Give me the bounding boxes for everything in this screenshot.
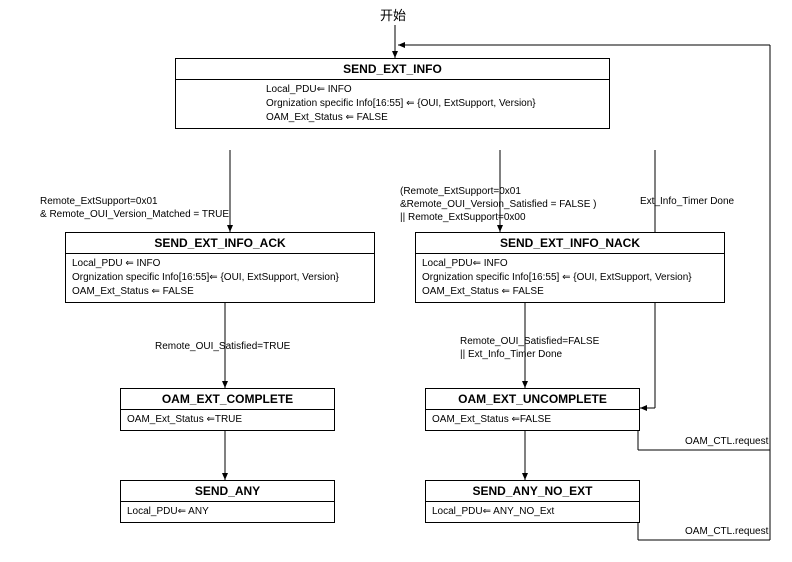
state-line: Orgnization specific Info[16:55] ⇐ {OUI,… bbox=[266, 97, 603, 111]
state-line: Local_PDU ⇐ INFO bbox=[72, 257, 368, 271]
state-send-ext-info-ack: SEND_EXT_INFO_ACK Local_PDU ⇐ INFO Orgni… bbox=[65, 232, 375, 303]
edge-label: (Remote_ExtSupport=0x01 &Remote_OUI_Vers… bbox=[400, 185, 597, 224]
state-title: SEND_EXT_INFO bbox=[176, 59, 609, 80]
edge-label: Remote_ExtSupport=0x01 & Remote_OUI_Vers… bbox=[40, 195, 229, 221]
state-title: OAM_EXT_UNCOMPLETE bbox=[426, 389, 639, 410]
state-line: OAM_Ext_Status ⇐ FALSE bbox=[422, 285, 718, 299]
state-title: SEND_ANY bbox=[121, 481, 334, 502]
edge-label: Ext_Info_Timer Done bbox=[640, 195, 734, 208]
state-line: Local_PDU⇐ INFO bbox=[266, 83, 603, 97]
start-label: 开始 bbox=[380, 5, 406, 24]
state-send-ext-info-nack: SEND_EXT_INFO_NACK Local_PDU⇐ INFO Orgni… bbox=[415, 232, 725, 303]
state-title: SEND_EXT_INFO_NACK bbox=[416, 233, 724, 254]
state-line: Orgnization specific Info[16:55] ⇐ {OUI,… bbox=[422, 271, 718, 285]
state-title: SEND_EXT_INFO_ACK bbox=[66, 233, 374, 254]
state-line: OAM_Ext_Status ⇐ FALSE bbox=[72, 285, 368, 299]
edge-label: Remote_OUI_Satisfied=FALSE || Ext_Info_T… bbox=[460, 335, 599, 361]
state-line: OAM_Ext_Status ⇐ FALSE bbox=[266, 111, 603, 125]
state-line: Orgnization specific Info[16:55]⇐ {OUI, … bbox=[72, 271, 368, 285]
edge-label: OAM_CTL.request bbox=[685, 525, 768, 538]
state-oam-ext-complete: OAM_EXT_COMPLETE OAM_Ext_Status ⇐TRUE bbox=[120, 388, 335, 431]
state-line: Local_PDU⇐ ANY_NO_Ext bbox=[432, 505, 633, 519]
state-line: Local_PDU⇐ INFO bbox=[422, 257, 718, 271]
state-title: OAM_EXT_COMPLETE bbox=[121, 389, 334, 410]
state-oam-ext-uncomplete: OAM_EXT_UNCOMPLETE OAM_Ext_Status ⇐FALSE bbox=[425, 388, 640, 431]
state-line: OAM_Ext_Status ⇐TRUE bbox=[127, 413, 328, 427]
state-send-any: SEND_ANY Local_PDU⇐ ANY bbox=[120, 480, 335, 523]
state-line: Local_PDU⇐ ANY bbox=[127, 505, 328, 519]
state-line: OAM_Ext_Status ⇐FALSE bbox=[432, 413, 633, 427]
edge-label: OAM_CTL.request bbox=[685, 435, 768, 448]
state-send-ext-info: SEND_EXT_INFO Local_PDU⇐ INFO Orgnizatio… bbox=[175, 58, 610, 129]
edge-label: Remote_OUI_Satisfied=TRUE bbox=[155, 340, 290, 353]
state-send-any-no-ext: SEND_ANY_NO_EXT Local_PDU⇐ ANY_NO_Ext bbox=[425, 480, 640, 523]
state-title: SEND_ANY_NO_EXT bbox=[426, 481, 639, 502]
